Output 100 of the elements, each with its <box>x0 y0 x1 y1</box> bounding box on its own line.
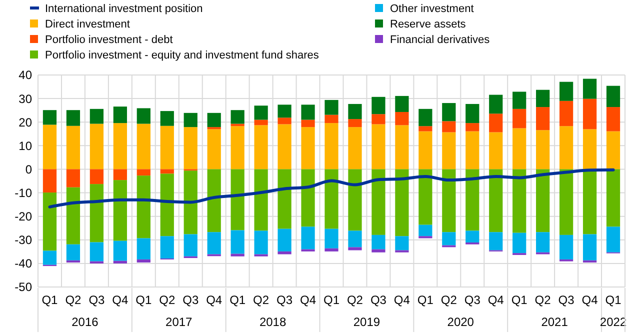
bar <box>489 169 503 232</box>
bar <box>324 169 338 229</box>
bar <box>466 131 480 170</box>
bar <box>395 125 409 170</box>
x-tick-label: Q1 <box>42 293 58 307</box>
y-tick-label: 20 <box>18 115 32 130</box>
bar <box>160 126 174 170</box>
text: 2016 <box>72 315 99 329</box>
legend-label: Reserve assets <box>390 18 466 30</box>
bar <box>559 169 574 235</box>
bar <box>184 234 198 256</box>
x-tick-label: Q2 <box>65 293 82 307</box>
bar <box>278 118 292 124</box>
bar <box>160 236 174 258</box>
bar <box>136 176 150 238</box>
x-tick-label: Q2 <box>253 293 270 307</box>
bar <box>230 169 244 230</box>
bar <box>606 107 620 132</box>
bar <box>207 129 221 170</box>
bar <box>254 106 268 120</box>
bar <box>372 124 386 170</box>
bar <box>301 169 315 227</box>
x-tick-label: Q4 <box>582 293 598 307</box>
bar <box>230 254 244 256</box>
bar <box>466 123 480 132</box>
bar <box>348 169 362 231</box>
bar <box>372 96 386 114</box>
bar <box>136 108 150 124</box>
bar <box>301 226 315 250</box>
legend-label: Other investment <box>390 2 474 15</box>
bar <box>113 260 127 264</box>
bar <box>230 110 244 124</box>
x-tick-label: Q2 <box>159 293 176 307</box>
x-tick-label: Q1 <box>230 293 246 307</box>
bar <box>418 108 432 126</box>
legend-label: Portfolio investment - equity and investment fund shares <box>45 49 320 62</box>
x-tick-label: Q3 <box>370 293 387 307</box>
bar <box>512 92 526 109</box>
y-tick-label: 10 <box>18 138 32 153</box>
bar <box>348 247 362 250</box>
bar <box>42 110 57 125</box>
bar <box>136 169 150 176</box>
y-tick-label: -30 <box>14 233 32 248</box>
y-tick-label: -40 <box>14 256 32 271</box>
bar <box>230 126 244 170</box>
bar <box>606 131 620 170</box>
bar <box>113 180 127 241</box>
x-tick-label: Q4 <box>112 293 129 307</box>
bar <box>136 238 150 260</box>
bar <box>559 82 574 101</box>
bar <box>536 232 550 252</box>
bar <box>90 242 104 262</box>
bar <box>559 100 574 126</box>
text: 2020 <box>447 315 474 329</box>
bar <box>512 169 526 233</box>
bar <box>582 129 597 170</box>
bar <box>66 110 80 126</box>
x-tick-label: Q1 <box>323 293 340 307</box>
bar <box>278 104 292 118</box>
y-tick-label: -50 <box>14 280 32 294</box>
bar <box>254 120 268 126</box>
bar <box>160 174 174 236</box>
bar <box>113 106 127 124</box>
bar <box>372 249 386 252</box>
bar <box>489 114 503 132</box>
bar <box>207 112 221 128</box>
bar <box>442 232 456 246</box>
bar <box>395 169 409 236</box>
bar <box>606 169 620 227</box>
bar <box>536 130 550 170</box>
x-tick-label: Q2 <box>534 293 552 307</box>
bar <box>301 104 315 120</box>
bar <box>90 108 104 124</box>
bar <box>113 240 127 261</box>
bar <box>348 127 362 170</box>
bar <box>489 132 503 170</box>
bar <box>184 112 198 128</box>
bar <box>348 230 362 248</box>
legend-label: Direct investment <box>45 18 130 30</box>
bar <box>230 230 244 254</box>
bar <box>301 120 315 128</box>
bar <box>66 169 80 188</box>
bar <box>160 169 174 174</box>
bar <box>442 121 456 132</box>
x-tick-label: Q1 <box>136 293 152 307</box>
bar <box>512 128 526 170</box>
bar <box>559 234 574 260</box>
y-tick-label: -10 <box>14 186 32 200</box>
bar <box>42 192 57 251</box>
y-tick-label: 30 <box>18 92 32 106</box>
x-tick-label: Q2 <box>440 293 458 307</box>
bar <box>512 232 526 254</box>
bar <box>301 127 315 170</box>
bar <box>442 169 456 232</box>
line-series <box>48 168 615 208</box>
text: 2017 <box>166 315 193 329</box>
bar <box>66 187 80 244</box>
bar <box>466 104 480 124</box>
bar <box>66 126 80 170</box>
x-tick-label: Q1 <box>605 293 622 307</box>
